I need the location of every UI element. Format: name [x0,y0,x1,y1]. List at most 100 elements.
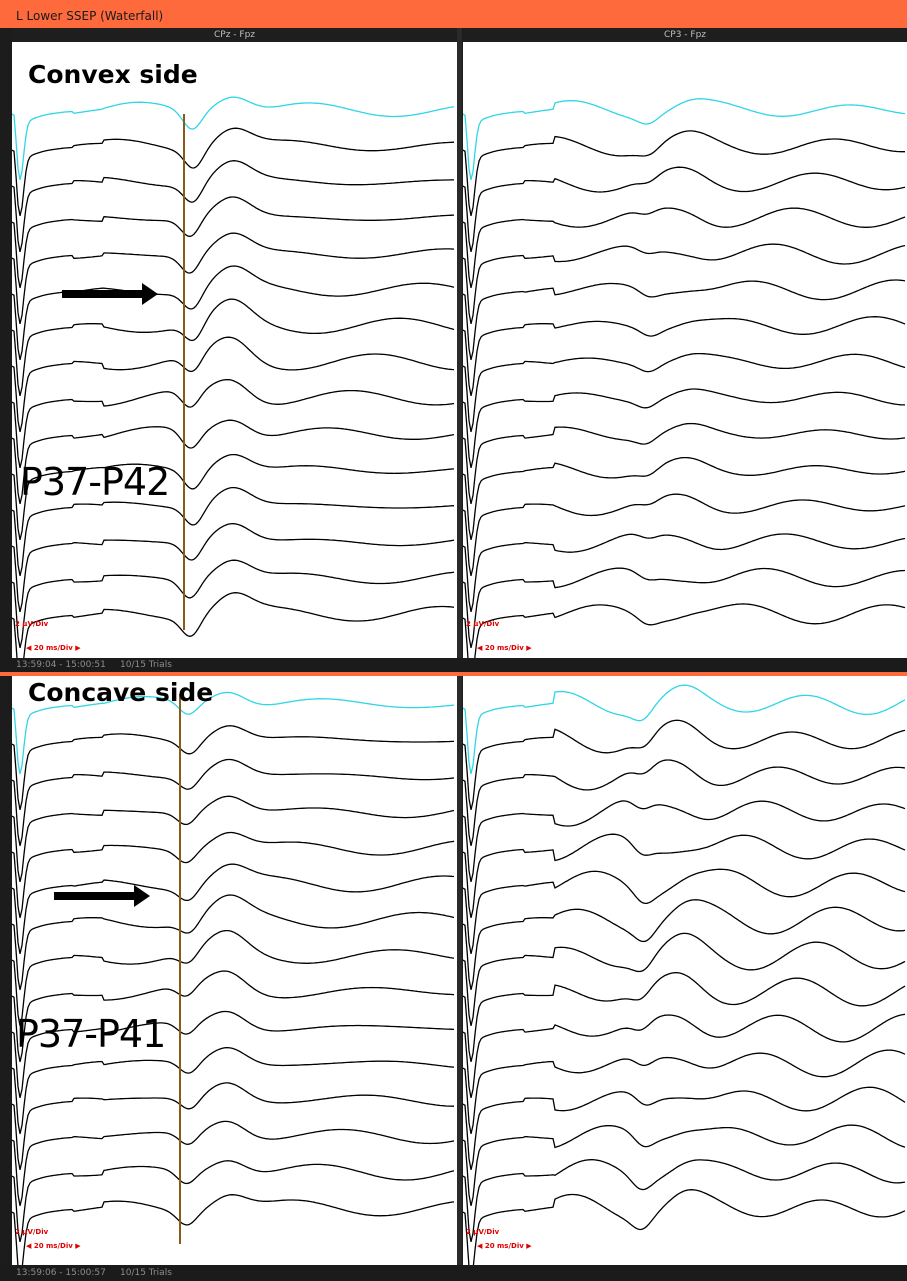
waveform-trace [12,378,455,468]
waveform-trace [12,160,454,252]
waveform-trace [12,559,455,648]
baseline-trace [463,98,906,180]
waveform-trace [463,567,906,648]
waveform-trace [12,1047,455,1134]
window-title: L Lower SSEP (Waterfall) [16,9,164,23]
waveform-trace [463,279,906,360]
trace-panel-right-bottom[interactable]: 2 µV/Div ◀ 20 ms/Div ▶ [463,676,907,1265]
waveform-trace [463,1124,906,1206]
waveform-trace [463,800,906,882]
trace-panel-right-top[interactable]: 2 µV/Div ◀ 20 ms/Div ▶ [463,42,907,658]
waveform-trace [463,388,905,468]
channel-header-left: CPz - Fpz [12,28,457,42]
waveform-trace [463,316,906,396]
trace-panel-left-bottom[interactable]: Concave side P37-P41 2 µV/Div ◀ 20 ms/Di… [12,676,457,1265]
waveform-trace [463,1049,906,1134]
waveform-trace [12,863,455,954]
waveform-trace [12,831,455,918]
time-scale-text: 20 ms/Div [484,644,524,652]
waveform-trace [12,1160,455,1242]
waveform-trace [463,932,906,1026]
waveform-trace [463,130,905,216]
time-range: 13:59:06 - 15:00:57 [16,1268,106,1278]
waveform-trace [12,795,455,882]
waveform-trace [12,592,455,658]
waveform-trace [463,243,906,324]
time-scale-text: 20 ms/Div [33,644,73,652]
panel-divider[interactable] [457,28,462,658]
baseline-trace [463,684,906,774]
panel-divider[interactable] [457,676,462,1265]
scale-left-arrow-icon: ◀ [477,644,483,652]
scale-left-arrow-icon: ◀ [477,1242,483,1250]
time-scale-label: ◀ 20 ms/Div ▶ [477,644,532,652]
block-separator [0,672,907,676]
time-scale-text: 20 ms/Div [484,1242,524,1250]
waterfall-block-bottom: Concave side P37-P41 2 µV/Div ◀ 20 ms/Di… [0,676,907,1281]
waveform-trace [463,603,906,658]
amp-scale-label: 2 µV/Div [466,620,500,628]
waveform-trace [463,352,906,432]
time-scale-text: 20 ms/Div [33,1242,73,1250]
waveform-trace [463,493,906,576]
waveform-trace [463,972,906,1062]
channel-header-right: CP3 - Fpz [463,28,907,42]
scale-right-arrow-icon: ▶ [75,644,81,652]
waveform-trace [12,894,455,990]
waveform-trace [12,127,455,216]
time-range: 13:59:04 - 15:00:51 [16,660,106,670]
amp-scale-label: 2 µV/Div [15,1228,49,1236]
waterfall-block-top: CPz - Fpz CP3 - Fpz Convex side P37-P42 … [0,28,907,672]
waveform-trace [463,759,906,846]
waveform-trace [12,1120,455,1206]
waveform-trace [12,970,455,1062]
waveform-trace [463,1013,906,1098]
waveform-trace [12,196,455,288]
arrow-right-icon [62,283,158,305]
window-titlebar[interactable]: L Lower SSEP (Waterfall) [0,0,907,28]
latency-label: P37-P41 [16,1012,166,1056]
scale-left-arrow-icon: ◀ [26,1242,32,1250]
waveform-trace [463,1189,906,1265]
waveform-trace [12,232,455,324]
waveform-trace [12,336,455,432]
waveform-trace [463,456,906,540]
waveform-trace [463,1159,906,1242]
side-label: Concave side [28,678,214,707]
waveform-trace [463,899,906,990]
waveform-trace [12,758,455,846]
waveform-trace [463,533,906,612]
waveform-trace [463,868,906,954]
latency-label: P37-P42 [20,460,170,504]
waveform-trace [463,719,906,810]
status-bar-bottom: 13:59:06 - 15:00:57 10/15 Trials [0,1265,907,1281]
waveform-trace [12,419,455,504]
arrow-right-icon [54,885,150,907]
trials-count: 10/15 Trials [120,1268,172,1278]
time-scale-label: ◀ 20 ms/Div ▶ [477,1242,532,1250]
waveform-trace [12,486,455,576]
time-scale-label: ◀ 20 ms/Div ▶ [26,644,81,652]
scale-right-arrow-icon: ▶ [526,644,532,652]
waveform-trace [12,1194,455,1265]
waveform-trace [12,929,455,1026]
waveform-trace [463,833,906,918]
scale-right-arrow-icon: ▶ [75,1242,81,1250]
amp-scale-label: 2 µV/Div [15,620,49,628]
trace-panel-left-top[interactable]: Convex side P37-P42 2 µV/Div ◀ 20 ms/Div… [12,42,457,658]
side-label: Convex side [28,60,198,89]
waveform-trace [12,298,455,396]
waveform-trace [12,1010,455,1098]
waveform-trace [463,207,906,288]
scale-left-arrow-icon: ◀ [26,644,32,652]
time-scale-label: ◀ 20 ms/Div ▶ [26,1242,81,1250]
baseline-trace [12,96,455,180]
waveform-trace [463,166,906,252]
waveform-trace [12,453,455,540]
waveform-trace [12,523,455,612]
waveform-trace [12,725,454,810]
waveform-trace [463,422,906,504]
waveform-trace [12,265,455,360]
scale-right-arrow-icon: ▶ [526,1242,532,1250]
trials-count: 10/15 Trials [120,660,172,670]
